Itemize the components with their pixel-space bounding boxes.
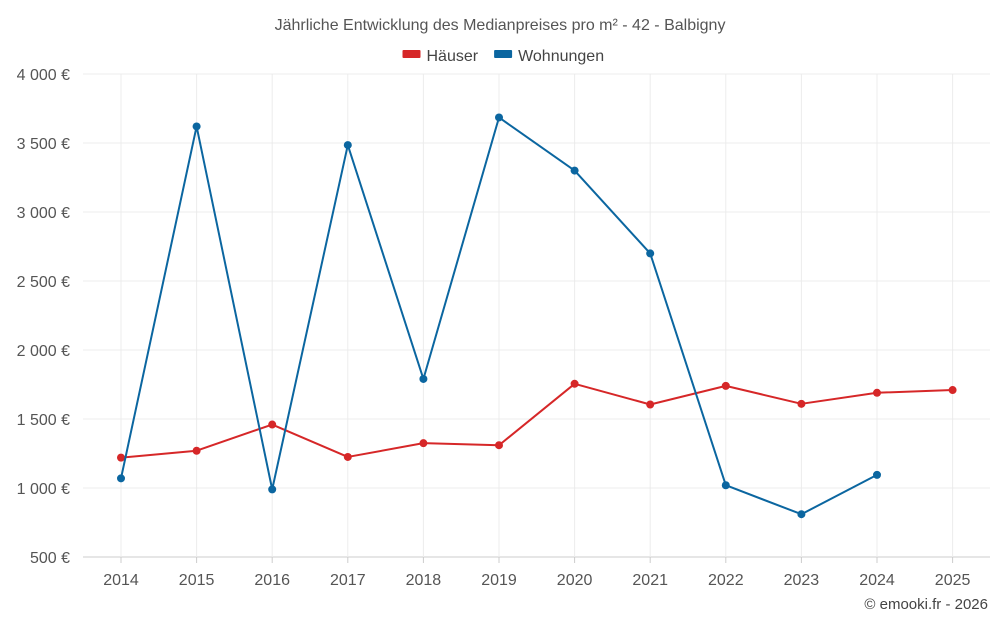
series-group (117, 113, 957, 519)
y-tick-label: 2 000 € (17, 343, 70, 360)
data-point-wohnungen (343, 141, 352, 150)
data-point-h-user (495, 441, 503, 450)
data-point-h-user (268, 420, 277, 429)
x-tick-label: 2020 (557, 572, 593, 589)
legend-swatch-wohnungen (494, 50, 513, 58)
data-point-h-user (192, 446, 201, 455)
x-tick-label: 2021 (632, 572, 668, 589)
data-point-wohnungen (268, 485, 277, 494)
x-tick-label: 2016 (254, 572, 290, 589)
data-point-h-user (721, 381, 730, 390)
y-tick-label: 1 500 € (17, 412, 70, 429)
legend-swatch-h-user (402, 50, 421, 58)
x-tick-label: 2017 (330, 572, 366, 589)
data-point-h-user (343, 452, 352, 461)
data-point-h-user (646, 400, 655, 409)
data-point-wohnungen (721, 481, 730, 490)
y-tick-label: 2 500 € (17, 274, 70, 291)
data-point-wohnungen (873, 470, 881, 479)
data-point-h-user (117, 453, 125, 462)
data-point-wohnungen (117, 474, 125, 483)
data-point-wohnungen (419, 374, 428, 383)
x-tick-label: 2022 (708, 572, 744, 589)
x-tick-label: 2023 (784, 572, 820, 589)
y-tick-label: 3 500 € (17, 136, 70, 153)
x-tick-label: 2019 (481, 572, 517, 589)
y-tick-label: 500 € (30, 550, 70, 567)
data-point-wohnungen (495, 113, 503, 122)
x-tick-label: 2024 (859, 572, 895, 589)
grid (83, 73, 990, 563)
chart-title: Jährliche Entwicklung des Medianpreises … (275, 17, 726, 34)
x-axis: 2014 2015 2016 2017 2018 2019 2020 2021 2022 2023… (103, 572, 970, 589)
data-point-h-user (419, 439, 428, 448)
legend-label-h-user: Häuser (427, 48, 479, 65)
y-tick-label: 1 000 € (17, 481, 70, 498)
data-point-h-user (570, 379, 579, 388)
data-point-h-user (797, 399, 806, 408)
data-point-wohnungen (797, 510, 806, 519)
legend: Häuser Wohnungen (402, 48, 604, 65)
series-line-h-user (120, 382, 953, 459)
data-point-h-user (873, 388, 881, 397)
x-tick-label: 2014 (103, 572, 139, 589)
x-tick-label: 2015 (179, 572, 215, 589)
legend-label-wohnungen: Wohnungen (518, 48, 604, 65)
x-tick-label: 2025 (935, 572, 971, 589)
y-axis: 500 € 1 000 € 1 500 € 2 000 € 2 500 € 3 000 €… (17, 67, 70, 567)
y-tick-label: 4 000 € (17, 67, 70, 84)
data-point-h-user (948, 386, 957, 395)
y-tick-label: 3 000 € (17, 205, 70, 222)
data-point-wohnungen (570, 166, 579, 175)
x-tick-label: 2018 (406, 572, 442, 589)
credit-text: © emooki.fr - 2026 (864, 596, 988, 613)
data-point-wohnungen (192, 122, 201, 131)
data-point-wohnungen (646, 249, 655, 258)
